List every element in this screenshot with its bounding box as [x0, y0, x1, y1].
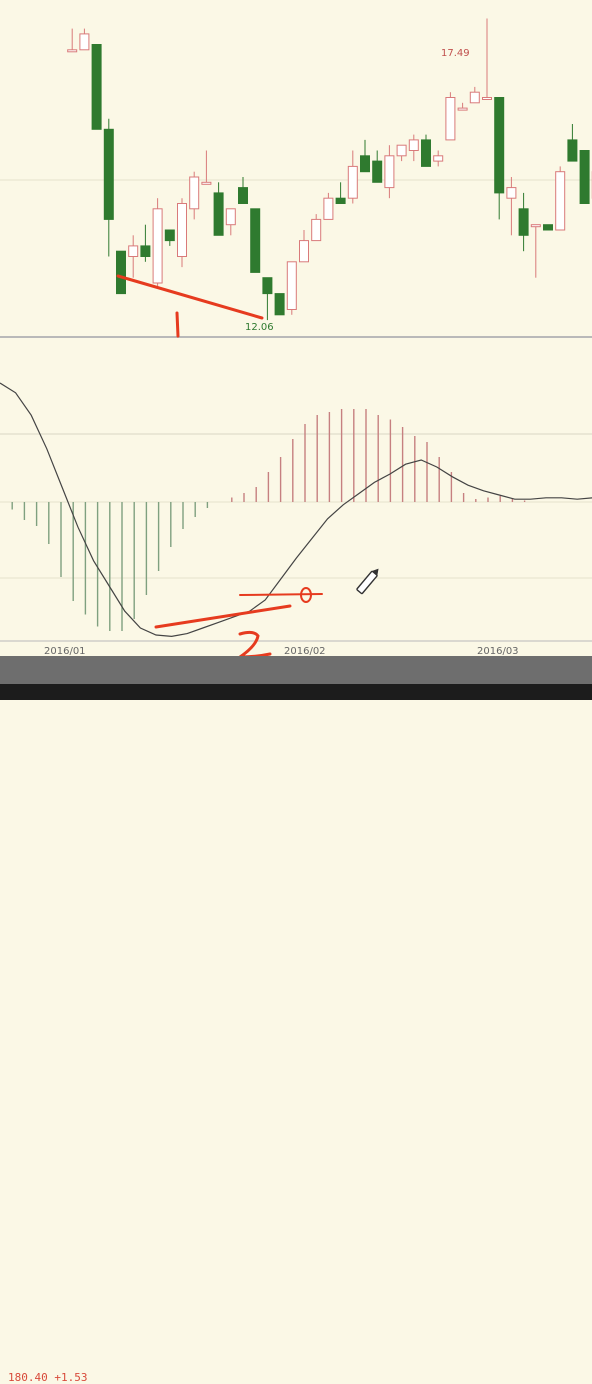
- candle: [104, 129, 113, 219]
- candle: [446, 98, 455, 140]
- candle: [470, 92, 479, 103]
- candle: [312, 219, 321, 240]
- candle: [361, 156, 370, 172]
- candle: [519, 209, 528, 236]
- grid: [0, 180, 592, 641]
- candle: [556, 172, 565, 230]
- candle: [153, 209, 162, 283]
- candle: [251, 209, 260, 273]
- candle: [373, 161, 382, 182]
- trendline-macd: [156, 606, 290, 627]
- candle: [202, 182, 211, 184]
- candle: [324, 198, 333, 219]
- candle: [434, 156, 443, 161]
- candle: [300, 241, 309, 262]
- candlestick-series: [56, 0, 592, 320]
- candle: [287, 262, 296, 310]
- macd-histogram: [12, 409, 524, 631]
- candle: [385, 156, 394, 188]
- candle: [275, 294, 284, 315]
- candle: [580, 151, 589, 204]
- candle: [214, 193, 223, 235]
- candle: [68, 50, 77, 52]
- candle: [495, 98, 504, 193]
- candle: [92, 45, 101, 130]
- candle: [141, 246, 150, 257]
- candle: [348, 166, 357, 198]
- candle: [117, 251, 126, 293]
- status-readout: 180.40 +1.53: [8, 1371, 87, 1384]
- candle: [336, 198, 345, 203]
- trendline-price: [118, 276, 262, 318]
- candle: [190, 177, 199, 209]
- mark-1: [177, 313, 178, 336]
- candle: [226, 209, 235, 225]
- macd-line: [0, 383, 592, 636]
- candle: [422, 140, 431, 167]
- pencil-cursor-icon: [357, 566, 382, 593]
- status-bar: 180.40 +1.53: [0, 684, 592, 700]
- candle: [568, 140, 577, 161]
- chart-canvas: 17.49 12.06 2016/01 2016/02 2016/03: [0, 0, 592, 700]
- candle: [531, 225, 540, 227]
- candle: [178, 204, 187, 257]
- candle: [239, 188, 248, 204]
- candle: [483, 98, 492, 100]
- candle: [409, 140, 418, 151]
- candle: [165, 230, 174, 241]
- candle: [263, 278, 272, 294]
- mark-2: [240, 632, 270, 657]
- min-price-label: 12.06: [245, 322, 274, 333]
- candle: [80, 34, 89, 50]
- candle: [507, 188, 516, 199]
- candle: [397, 145, 406, 156]
- trendline-macd-top: [240, 594, 322, 595]
- candle: [129, 246, 138, 257]
- max-price-label: 17.49: [441, 48, 470, 59]
- candle: [458, 108, 467, 110]
- candle: [544, 225, 553, 230]
